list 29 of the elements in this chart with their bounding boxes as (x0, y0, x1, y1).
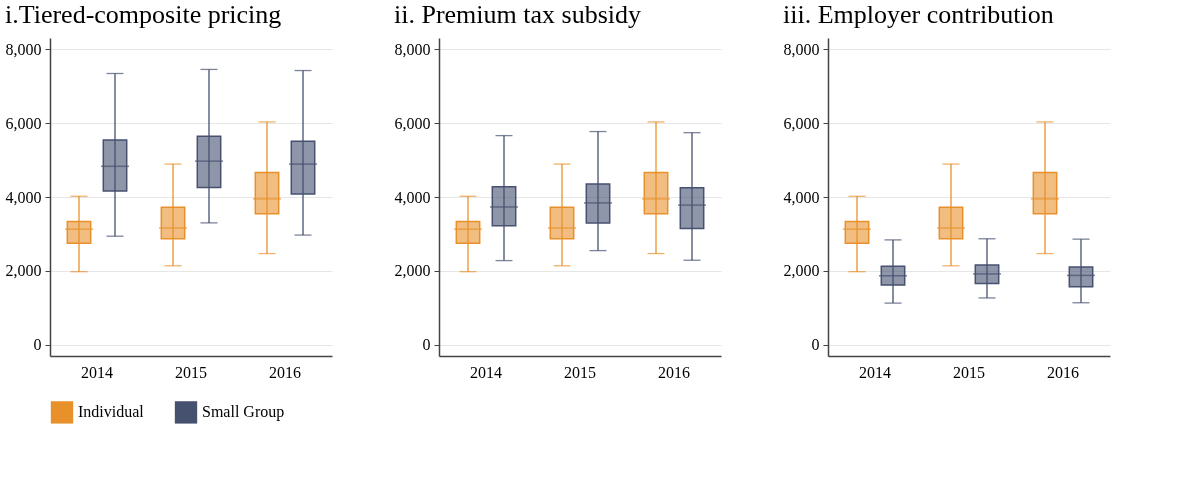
y-tick-label: 8,000 (783, 40, 820, 58)
y-tick-label: 6,000 (5, 114, 42, 132)
y-tick-label: 2,000 (783, 262, 820, 280)
x-tick-label: 2015 (953, 363, 985, 381)
legend-label: Small Group (202, 403, 285, 422)
x-tick-label: 2014 (470, 363, 502, 381)
y-tick-label: 0 (33, 336, 42, 354)
chart-title: ii. Premium tax subsidy (394, 0, 641, 29)
y-tick-label: 6,000 (394, 114, 431, 132)
legend-label: Individual (78, 403, 145, 421)
y-tick-label: 8,000 (394, 40, 431, 58)
chart-title: iii. Employer contribution (783, 0, 1054, 29)
x-tick-label: 2015 (175, 363, 207, 381)
y-tick-label: 4,000 (5, 188, 42, 206)
x-tick-label: 2016 (269, 363, 301, 381)
y-tick-label: 0 (422, 336, 431, 354)
y-tick-label: 4,000 (394, 188, 431, 206)
y-tick-label: 2,000 (394, 262, 431, 280)
x-tick-label: 2014 (81, 363, 113, 381)
y-tick-label: 4,000 (783, 188, 820, 206)
chart-title: i.Tiered-composite pricing (5, 0, 282, 29)
x-tick-label: 2016 (658, 363, 690, 381)
y-tick-label: 2,000 (5, 262, 42, 280)
x-tick-label: 2015 (564, 363, 596, 381)
y-tick-label: 6,000 (783, 114, 820, 132)
x-tick-label: 2016 (1047, 363, 1079, 381)
x-tick-label: 2014 (859, 363, 891, 381)
y-tick-label: 0 (811, 336, 820, 354)
y-tick-label: 8,000 (5, 40, 42, 58)
